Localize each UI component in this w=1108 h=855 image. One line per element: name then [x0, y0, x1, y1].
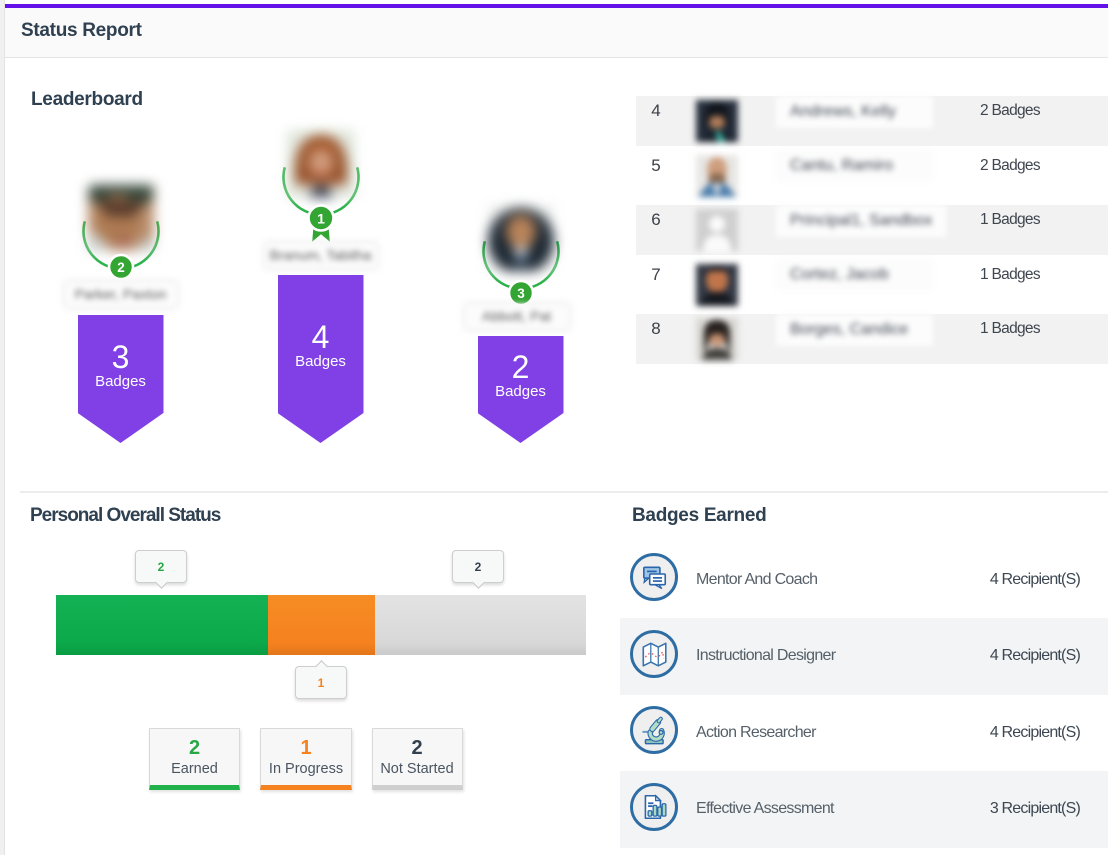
- svg-text:2: 2: [117, 260, 125, 275]
- svg-text:3: 3: [517, 286, 525, 301]
- svg-text:1: 1: [317, 211, 325, 227]
